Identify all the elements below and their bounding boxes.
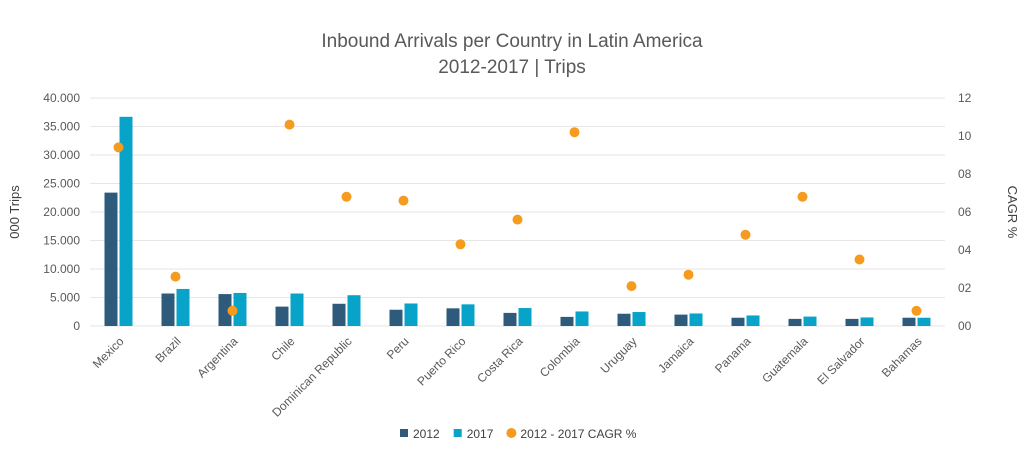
y-tick-label: 15.000 — [43, 234, 80, 248]
bar-2017-el-salvador — [860, 317, 874, 326]
bar-2012-bahamas — [902, 317, 916, 326]
bar-2017-mexico — [119, 116, 133, 326]
bar-2017-chile — [290, 293, 304, 326]
bar-2017-peru — [404, 303, 418, 326]
x-tick-label: Costa Rica — [474, 334, 526, 386]
bar-2017-costa-rica — [518, 308, 532, 326]
y2-tick-label: 12 — [958, 91, 972, 105]
cagr-point-chile — [284, 119, 295, 130]
y2-tick-label: 08 — [958, 167, 972, 181]
x-tick-label: Argentina — [194, 334, 240, 380]
cagr-point-guatemala — [797, 191, 808, 202]
bar-2017-uruguay — [632, 312, 646, 326]
x-tick-label: Brazil — [152, 334, 183, 365]
cagr-points — [113, 119, 922, 316]
legend-label: 2012 - 2017 CAGR % — [520, 427, 636, 441]
legend: 2012 2017 2012 - 2017 CAGR % — [400, 427, 637, 441]
bar-2012-guatemala — [788, 318, 802, 326]
y2-tick-label: 02 — [958, 281, 972, 295]
y-tick-label: 20.000 — [43, 205, 80, 219]
bar-2012-el-salvador — [845, 318, 859, 326]
y2-tick-label: 06 — [958, 205, 972, 219]
bar-2017-brazil — [176, 288, 190, 326]
bar-2017-bahamas — [917, 317, 931, 326]
chart-subtitle: 2012-2017 | Trips — [438, 57, 586, 78]
y2-tick-label: 10 — [958, 129, 972, 143]
y2-axis-label: CAGR % — [1005, 186, 1020, 239]
x-tick-label: Panama — [712, 334, 754, 376]
legend-label: 2017 — [467, 427, 494, 441]
left-axis-ticks: 40.000 35.000 30.000 25.000 20.000 15.000 10.0… — [43, 91, 80, 333]
y2-tick-label: 04 — [958, 243, 972, 257]
cagr-point-colombia — [569, 127, 580, 138]
bar-2017-puerto-rico — [461, 304, 475, 326]
legend-swatch-cagr — [506, 428, 517, 438]
x-tick-label: Uruguay — [598, 334, 640, 376]
bar-2017-dominican-republic — [347, 295, 361, 326]
y-tick-label: 10.000 — [43, 262, 80, 276]
cagr-point-jamaica — [683, 269, 694, 280]
x-tick-label: Puerto Rico — [414, 334, 468, 388]
bar-2012-uruguay — [617, 313, 631, 326]
x-tick-label: Guatemala — [759, 334, 811, 386]
cagr-point-panama — [740, 229, 751, 240]
y2-tick-label: 00 — [958, 319, 972, 333]
bar-2012-mexico — [104, 192, 118, 326]
bar-2017-guatemala — [803, 316, 817, 326]
y-tick-label: 25.000 — [43, 177, 80, 191]
bar-2017-jamaica — [689, 313, 703, 326]
cagr-point-peru — [398, 195, 409, 206]
chart-title: Inbound Arrivals per Country in Latin Am… — [321, 31, 703, 52]
x-tick-label: El Salvador — [814, 334, 867, 387]
legend-swatch-2017 — [453, 429, 462, 437]
y-tick-label: 35.000 — [43, 120, 80, 134]
right-axis-ticks: 12 10 08 06 04 02 00 — [958, 91, 972, 333]
x-tick-label: Chile — [268, 334, 297, 363]
cagr-point-dominican-republic — [341, 191, 352, 202]
cagr-point-uruguay — [626, 281, 637, 292]
bar-2012-dominican-republic — [332, 303, 346, 326]
bar-2017-panama — [746, 315, 760, 326]
x-tick-label: Mexico — [90, 334, 127, 371]
cagr-point-mexico — [113, 142, 124, 153]
y-tick-label: 0 — [73, 319, 80, 333]
cagr-point-costa-rica — [512, 214, 523, 225]
x-tick-label: Colombia — [537, 334, 583, 380]
legend-label: 2012 — [413, 427, 440, 441]
x-tick-label: Jamaica — [655, 334, 697, 376]
x-tick-label: Peru — [384, 334, 412, 362]
bar-2012-chile — [275, 306, 289, 326]
bar-2012-panama — [731, 317, 745, 326]
y-tick-label: 40.000 — [43, 91, 80, 105]
x-tick-label: Bahamas — [879, 334, 925, 380]
cagr-point-el-salvador — [854, 254, 865, 265]
cagr-point-argentina — [227, 305, 238, 316]
y-tick-label: 5.000 — [50, 291, 80, 305]
bars — [104, 116, 931, 326]
y-tick-label: 30.000 — [43, 148, 80, 162]
legend-swatch-2012 — [400, 429, 408, 437]
cagr-point-bahamas — [911, 305, 922, 316]
bar-2012-jamaica — [674, 314, 688, 326]
gridlines — [90, 97, 945, 327]
bar-2012-argentina — [218, 294, 232, 326]
bar-2012-peru — [389, 309, 403, 326]
cagr-point-brazil — [170, 271, 181, 282]
cagr-point-puerto-rico — [455, 239, 466, 250]
y-axis-label: 000 Trips — [7, 185, 22, 239]
bar-2012-brazil — [161, 293, 175, 326]
bar-2012-colombia — [560, 316, 574, 326]
bar-2012-puerto-rico — [446, 308, 460, 326]
bar-2012-costa-rica — [503, 312, 517, 326]
bar-2017-colombia — [575, 311, 589, 326]
bar-2017-argentina — [233, 292, 247, 326]
